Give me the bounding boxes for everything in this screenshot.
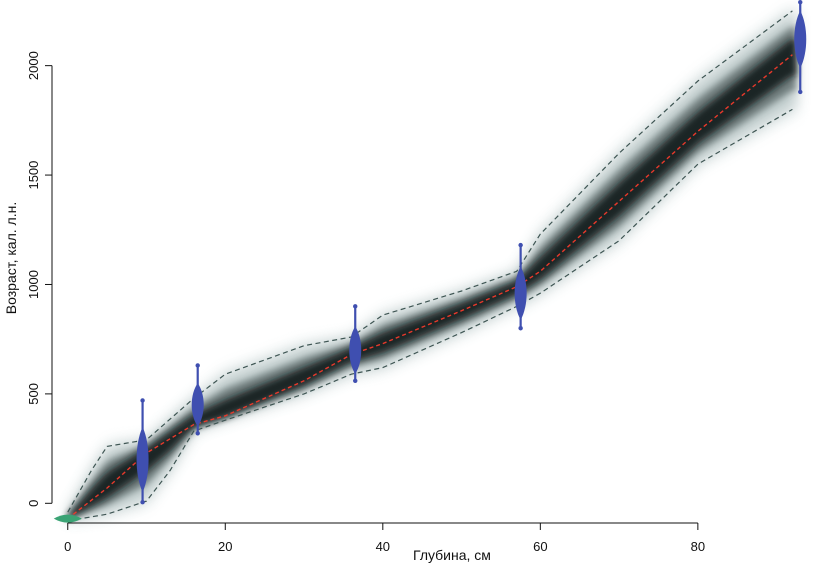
dated-sample-4 bbox=[514, 242, 527, 331]
surface-sample bbox=[53, 514, 82, 523]
sample-min-marker bbox=[798, 89, 803, 95]
sample-min-marker bbox=[353, 378, 358, 383]
sample-max-marker bbox=[518, 242, 523, 248]
interval-lower-line bbox=[67, 108, 793, 522]
axes-layer: 0 20 40 60 80 0 500 1000 1500 2000 bbox=[26, 51, 705, 554]
x-tick-label-0: 0 bbox=[64, 539, 71, 554]
dated-sample-2 bbox=[191, 363, 204, 436]
density-core bbox=[67, 38, 797, 520]
dated-sample-5 bbox=[794, 0, 807, 95]
sample-max-marker bbox=[140, 398, 145, 403]
density-band bbox=[67, 5, 797, 522]
plot-layer bbox=[53, 0, 807, 523]
sample-density bbox=[349, 326, 362, 374]
x-tick-label-80: 80 bbox=[691, 539, 705, 554]
y-tick-label-1000: 1000 bbox=[26, 270, 41, 299]
sample-min-marker bbox=[195, 431, 200, 436]
sample-density bbox=[136, 426, 149, 493]
sample-max-marker bbox=[798, 0, 803, 5]
sample-density bbox=[191, 383, 204, 427]
x-tick-label-20: 20 bbox=[218, 539, 232, 554]
x-axis-title: Глубина, см bbox=[413, 547, 491, 563]
sample-max-marker bbox=[195, 363, 200, 368]
dated-sample-1 bbox=[136, 398, 149, 505]
y-tick-label-500: 500 bbox=[26, 383, 41, 405]
y-axis-title: Возраст, кал. л.н. bbox=[3, 202, 19, 314]
sample-min-marker bbox=[518, 326, 523, 331]
y-tick-label-0: 0 bbox=[26, 500, 41, 507]
sample-min-marker bbox=[140, 500, 145, 505]
sample-density bbox=[514, 266, 527, 320]
x-tick-label-40: 40 bbox=[376, 539, 390, 554]
sample-max-marker bbox=[353, 304, 358, 309]
y-tick-label-2000: 2000 bbox=[26, 51, 41, 80]
sample-density bbox=[794, 10, 807, 69]
dated-sample-3 bbox=[349, 304, 362, 383]
median-line bbox=[67, 54, 793, 520]
x-tick-label-60: 60 bbox=[533, 539, 547, 554]
y-tick-label-1500: 1500 bbox=[26, 161, 41, 190]
